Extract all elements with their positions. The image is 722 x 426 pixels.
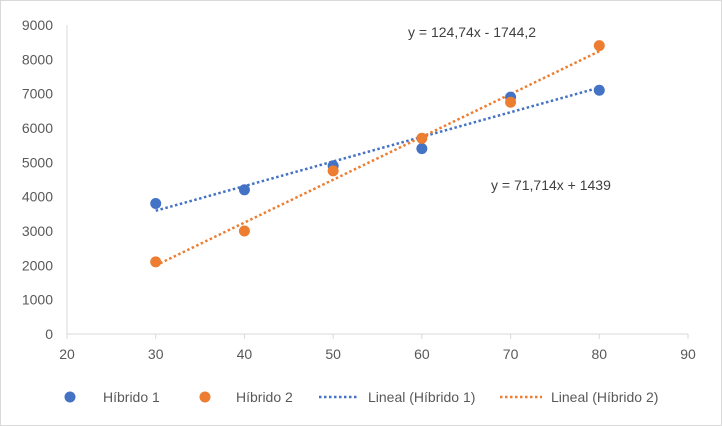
- axes-layer: 20 30 40 50 60 70 80 90 0 1000 2000 3000 4000 5000 600…: [22, 17, 696, 362]
- points-layer: [150, 40, 605, 268]
- data-point: [238, 225, 250, 237]
- legend-marker: [199, 391, 211, 403]
- trendline-equation-label: y = 124,74x - 1744,2: [408, 24, 536, 40]
- data-point: [416, 132, 428, 144]
- data-point: [238, 184, 250, 196]
- trendline-equation-label: y = 71,714x + 1439: [491, 177, 611, 193]
- data-point: [327, 165, 339, 177]
- legend-label: Híbrido 2: [236, 389, 293, 405]
- y-tick-label: 8000: [22, 51, 53, 67]
- legend-item: Lineal (Híbrido 2): [500, 389, 658, 405]
- x-tick-label: 70: [503, 346, 519, 362]
- legend: Híbrido 1 Híbrido 2 Lineal (Híbrido 1) Line…: [64, 389, 658, 405]
- legend-label: Híbrido 1: [103, 389, 160, 405]
- y-tick-label: 0: [45, 326, 53, 342]
- x-tick-label: 50: [325, 346, 341, 362]
- x-tick-label: 40: [237, 346, 253, 362]
- data-point: [150, 256, 162, 268]
- x-tick-label: 90: [680, 346, 696, 362]
- data-point: [505, 96, 517, 108]
- data-point: [593, 84, 605, 96]
- data-point: [593, 40, 605, 52]
- x-tick-label: 20: [59, 346, 75, 362]
- y-tick-label: 5000: [22, 154, 53, 170]
- legend-label: Lineal (Híbrido 2): [551, 389, 658, 405]
- y-tick-label: 4000: [22, 189, 53, 205]
- y-tick-label: 7000: [22, 86, 53, 102]
- y-tick-label: 3000: [22, 223, 53, 239]
- x-tick-label: 60: [414, 346, 430, 362]
- trendline: [155, 50, 600, 267]
- y-tick-label: 2000: [22, 257, 53, 273]
- x-tick-label: 80: [591, 346, 607, 362]
- y-tick-label: 9000: [22, 17, 53, 33]
- x-tick-label: 30: [148, 346, 164, 362]
- y-tick-label: 1000: [22, 292, 53, 308]
- trendlines-layer: [155, 50, 600, 267]
- legend-label: Lineal (Híbrido 1): [368, 389, 475, 405]
- legend-item: Lineal (Híbrido 1): [319, 389, 475, 405]
- legend-marker: [64, 391, 76, 403]
- data-point: [416, 143, 428, 155]
- y-tick-label: 6000: [22, 120, 53, 136]
- legend-item: Híbrido 1: [64, 389, 160, 405]
- trendline: [155, 86, 600, 212]
- data-point: [150, 198, 162, 210]
- legend-item: Híbrido 2: [199, 389, 293, 405]
- equations-layer: y = 124,74x - 1744,2 y = 71,714x + 1439: [408, 24, 611, 193]
